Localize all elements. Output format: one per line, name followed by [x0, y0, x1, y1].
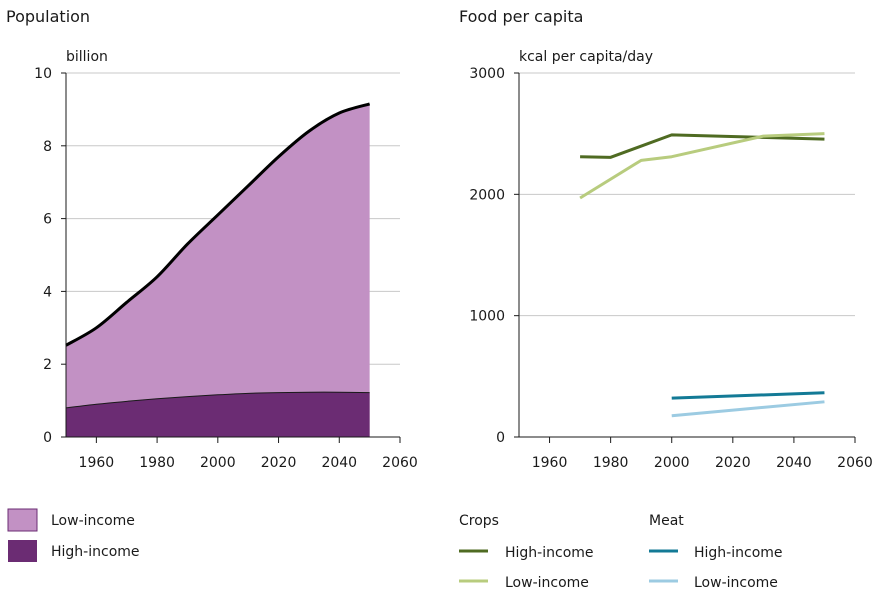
population-total-line [65, 102, 371, 347]
population-x-tick-label-2040: 2040 [321, 455, 357, 471]
legend-label-high-income: High-income [51, 544, 140, 560]
population-area-high-income [66, 392, 370, 437]
food-lines [579, 132, 825, 418]
legend-label-crops-high-income: High-income [505, 545, 594, 561]
legend-label-meat-high-income: High-income [694, 545, 783, 561]
food-x-tick-label-1960: 1960 [532, 455, 568, 471]
population-tick-labels: 0 2 4 6 8 10 1960 1980 2000 2020 2040 2060 [34, 66, 418, 471]
food-y-unit: kcal per capita/day [519, 49, 653, 65]
food-line-crops-high-income [580, 133, 825, 159]
population-y-unit: billion [66, 49, 108, 65]
food-y-tick-label-3000: 3000 [469, 66, 505, 82]
food-title: Food per capita [459, 7, 583, 26]
food-gridlines [519, 72, 855, 317]
population-chart: Population billion 0 2 4 6 8 10 1960 1980 2000 20… [6, 7, 418, 562]
population-y-tick-label-6: 6 [43, 212, 52, 228]
population-x-tick-label-2020: 2020 [261, 455, 297, 471]
population-x-tick-label-1960: 1960 [79, 455, 115, 471]
population-y-tick-label-10: 10 [34, 66, 52, 82]
population-x-tick-label-2060: 2060 [382, 455, 418, 471]
food-x-tick-label-2000: 2000 [654, 455, 690, 471]
population-y-tick-label-4: 4 [43, 284, 52, 300]
population-areas [65, 102, 371, 437]
food-line-meat-high-income [671, 391, 825, 400]
population-title: Population [6, 7, 90, 26]
population-y-tick-label-2: 2 [43, 357, 52, 373]
food-y-tick-label-1000: 1000 [469, 309, 505, 325]
food-axes [514, 72, 856, 443]
food-x-tick-label-2060: 2060 [837, 455, 873, 471]
population-boundary-line [65, 391, 370, 409]
legend-group-meat: Meat [649, 513, 684, 529]
food-y-tick-label-0: 0 [496, 430, 505, 446]
population-axes [61, 72, 401, 443]
legend-label-low-income: Low-income [51, 513, 135, 529]
food-x-tick-label-2040: 2040 [776, 455, 812, 471]
legend-label-crops-low-income: Low-income [505, 575, 589, 591]
population-y-tick-label-0: 0 [43, 430, 52, 446]
food-tick-labels: 0 1000 2000 3000 1960 1980 2000 2020 2040 2060 [469, 66, 872, 471]
legend-group-crops: Crops [459, 513, 499, 529]
legend-label-meat-low-income: Low-income [694, 575, 778, 591]
food-x-tick-label-1980: 1980 [593, 455, 629, 471]
population-x-tick-label-2000: 2000 [200, 455, 236, 471]
legend-swatch-low-income [7, 508, 38, 532]
food-chart: Food per capita kcal per capita/day 0 100… [459, 7, 873, 591]
population-y-tick-label-8: 8 [43, 139, 52, 155]
food-line-meat-low-income [671, 400, 825, 418]
food-x-tick-label-2020: 2020 [715, 455, 751, 471]
food-line-crops-low-income [579, 132, 825, 200]
legend-swatch-high-income [8, 540, 37, 562]
population-x-tick-label-1980: 1980 [139, 455, 175, 471]
food-y-tick-label-2000: 2000 [469, 187, 505, 203]
population-area-low-income [66, 103, 370, 437]
